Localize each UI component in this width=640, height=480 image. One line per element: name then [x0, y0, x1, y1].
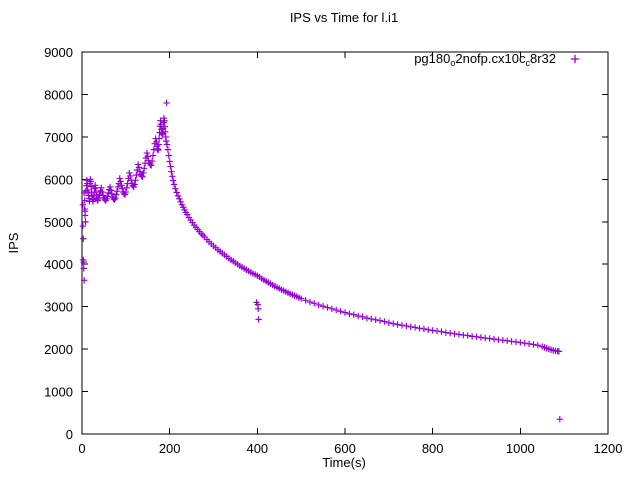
x-tick-label: 800 [422, 441, 444, 456]
x-tick-label: 200 [159, 441, 181, 456]
y-tick-label: 6000 [44, 172, 73, 187]
y-tick-label: 7000 [44, 130, 73, 145]
y-tick-label: 5000 [44, 215, 73, 230]
y-tick-label: 1000 [44, 385, 73, 400]
x-tick-label: 1200 [594, 441, 623, 456]
legend-marker-plus-icon [570, 54, 580, 64]
y-axis-ticks: 0 1000 2000 3000 4000 5000 6000 7000 8000 9000 [44, 45, 608, 442]
x-tick-label: 0 [78, 441, 85, 456]
plot-frame [81, 51, 609, 435]
y-tick-label: 4000 [44, 257, 73, 272]
x-axis-ticks: 0 200 400 600 800 1000 1200 [78, 52, 622, 456]
y-tick-label: 9000 [44, 45, 73, 60]
data-series-points [79, 99, 563, 423]
legend-series-label: pg180o2nofp.cx10cc8r32 [414, 51, 556, 68]
legend: pg180o2nofp.cx10cc8r32 [414, 51, 580, 68]
x-tick-label: 600 [334, 441, 356, 456]
x-tick-label: 400 [246, 441, 268, 456]
y-tick-label: 2000 [44, 342, 73, 357]
y-axis-label: IPS [6, 232, 21, 253]
y-tick-label: 3000 [44, 300, 73, 315]
chart-title: IPS vs Time for l.i1 [290, 10, 398, 25]
y-tick-label: 8000 [44, 87, 73, 102]
x-tick-label: 1000 [506, 441, 535, 456]
x-axis-label: Time(s) [322, 455, 366, 470]
y-tick-label: 0 [66, 427, 73, 442]
